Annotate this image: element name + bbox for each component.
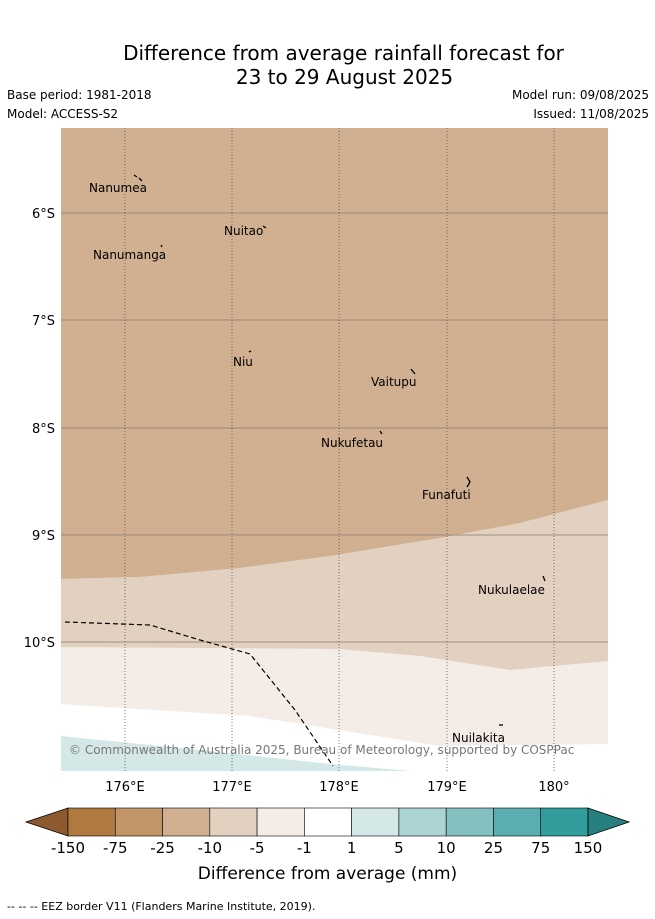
lon-label-180: 180° <box>538 780 569 795</box>
place-label-nukulaelae: Nukulaelae <box>478 583 545 597</box>
place-label-nanumanga: Nanumanga <box>93 248 166 262</box>
lon-gridlines <box>124 128 555 771</box>
islands <box>133 174 546 726</box>
lon-label-176e: 176°E <box>105 780 145 795</box>
band-minus-25-to-minus-10 <box>61 128 608 579</box>
colorbar-box <box>398 807 447 837</box>
map-title-line2: 23 to 29 August 2025 <box>235 65 454 89</box>
island-vaitupu-shape <box>410 368 416 375</box>
colorbar-tick-label: 25 <box>483 839 503 857</box>
place-label-vaitupu: Vaitupu <box>371 375 417 389</box>
island-nanumanga-shape <box>160 244 163 248</box>
colorbar-tick-label: 10 <box>436 839 456 857</box>
place-label-nanumea: Nanumea <box>89 181 147 195</box>
lat-label-8s: 8°S <box>32 422 55 437</box>
colorbar-tick-label: 75 <box>531 839 551 857</box>
band-1-to-5 <box>61 736 410 771</box>
colorbar-box <box>256 807 305 837</box>
lon-label-178e: 178°E <box>319 780 359 795</box>
island-nukufetau-shape <box>379 430 383 435</box>
place-label-nuitao: Nuitao <box>224 224 263 238</box>
colorbar <box>24 807 631 837</box>
colorbar-tick-label: -10 <box>197 839 223 857</box>
lat-label-10s: 10°S <box>24 636 55 651</box>
colorbar-box <box>114 807 163 837</box>
island-funafuti-shape <box>466 476 471 488</box>
colorbar-box <box>445 807 494 837</box>
colorbar-box <box>351 807 400 837</box>
lat-label-7s: 7°S <box>32 314 55 329</box>
map-title-line1: Difference from average rainfall forecas… <box>123 41 564 65</box>
lon-label-177e: 177°E <box>212 780 252 795</box>
place-label-niu: Niu <box>233 355 253 369</box>
island-nanumea-shape <box>133 174 143 182</box>
colorbar-box <box>304 807 352 837</box>
colorbar-extend-high <box>587 807 631 837</box>
eez-border <box>64 621 334 767</box>
colorbar-extend-low <box>24 807 69 837</box>
lon-label-179e: 179°E <box>427 780 467 795</box>
lat-gridlines <box>61 212 608 643</box>
lon-tick-labels: 176°E 177°E 178°E 179°E 180° <box>105 780 569 795</box>
colorbar-title: Difference from average (mm) <box>197 864 458 884</box>
lat-label-6s: 6°S <box>32 207 55 222</box>
base-period: Base period: 1981-2018 <box>7 88 152 102</box>
colorbar-tick-label: -150 <box>50 839 86 857</box>
colorbar-tick-label: -25 <box>150 839 175 857</box>
place-label-funafuti: Funafuti <box>422 488 471 502</box>
colorbar-box <box>162 807 211 837</box>
island-nukulaelae-shape <box>542 575 546 582</box>
model-name: Model: ACCESS-S2 <box>7 107 119 121</box>
band-minus-5-to-minus-1 <box>61 647 608 746</box>
island-niu-shape <box>248 350 252 353</box>
colorbar-box <box>209 807 258 837</box>
place-label-nuilakita: Nuilakita <box>452 731 505 745</box>
eez-legend-note: -- -- -- EEZ border V11 (Flanders Marine… <box>7 900 316 913</box>
lat-tick-labels: 6°S 7°S 8°S 9°S 10°S <box>24 207 55 651</box>
colorbar-tick-label: 5 <box>394 839 404 857</box>
copyright-notice: © Commonwealth of Australia 2025, Bureau… <box>69 743 574 757</box>
place-label-nukufetau: Nukufetau <box>321 436 383 450</box>
colorbar-tick-label: -1 <box>296 839 312 857</box>
model-run: Model run: 09/08/2025 <box>511 88 649 102</box>
colorbar-box <box>493 807 542 837</box>
island-nuitao-shape <box>262 225 267 229</box>
colorbar-box <box>67 807 116 837</box>
issued-date: Issued: 11/08/2025 <box>533 107 649 121</box>
band-minus-10-to-minus-5 <box>61 500 608 670</box>
lat-label-9s: 9°S <box>32 529 55 544</box>
colorbar-box <box>540 807 589 837</box>
colorbar-tick-label: -5 <box>249 839 265 857</box>
colorbar-tick-label: 150 <box>573 839 603 857</box>
colorbar-tick-label: -75 <box>103 839 128 857</box>
colorbar-tick-label: 1 <box>346 839 357 857</box>
